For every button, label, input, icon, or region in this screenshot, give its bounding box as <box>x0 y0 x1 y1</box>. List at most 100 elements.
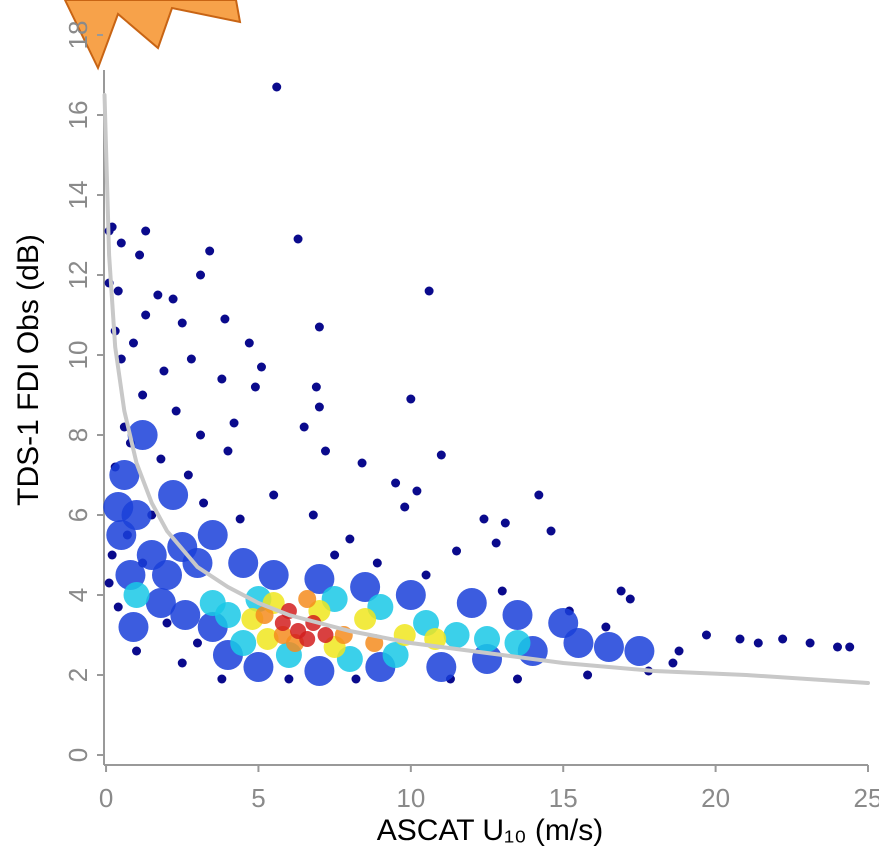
data-point <box>158 480 189 510</box>
data-point <box>304 656 335 686</box>
data-point <box>778 634 788 644</box>
data-point <box>474 626 501 652</box>
x-axis-label: ASCAT U₁₀ (m/s) <box>377 814 603 847</box>
fit-curve <box>102 93 870 685</box>
x-tick-label: 5 <box>251 783 265 813</box>
data-point <box>113 602 123 612</box>
data-point <box>833 642 843 652</box>
data-point <box>436 450 446 460</box>
y-tick-label: 10 <box>63 341 93 370</box>
data-point <box>500 518 510 528</box>
data-point <box>311 382 321 392</box>
data-point <box>230 630 257 656</box>
data-point <box>354 608 377 630</box>
x-tick-label: 15 <box>549 783 578 813</box>
data-point <box>735 634 745 644</box>
data-point <box>127 420 158 450</box>
data-point <box>153 290 163 300</box>
data-point <box>320 446 330 456</box>
data-point <box>350 572 381 602</box>
data-point <box>674 646 684 656</box>
data-point <box>168 294 178 304</box>
data-point <box>400 502 410 512</box>
data-point <box>141 310 151 320</box>
data-point <box>113 286 123 296</box>
data-point <box>753 638 763 648</box>
data-point <box>548 608 579 638</box>
data-point <box>497 586 507 596</box>
data-point <box>625 594 635 604</box>
data-point <box>583 670 593 680</box>
data-point <box>183 470 193 480</box>
y-tick-label: 16 <box>63 101 93 130</box>
data-point <box>593 632 624 662</box>
data-point <box>274 615 291 631</box>
data-point <box>256 362 266 372</box>
data-point <box>118 612 149 642</box>
data-point <box>177 658 187 668</box>
y-tick-label: 4 <box>63 588 93 602</box>
y-axis-label: TDS-1 FDI Obs (dB) <box>12 234 45 506</box>
data-point <box>162 618 172 628</box>
data-point <box>250 382 260 392</box>
data-point <box>357 458 367 468</box>
data-point <box>805 638 815 648</box>
data-point <box>128 338 138 348</box>
data-point <box>304 564 335 594</box>
data-point <box>406 394 416 404</box>
data-point <box>546 526 556 536</box>
data-point <box>228 548 259 578</box>
y-tick-label: 6 <box>63 508 93 522</box>
data-point <box>235 514 245 524</box>
data-point <box>272 82 282 92</box>
data-point <box>205 246 215 256</box>
data-point <box>186 354 196 364</box>
data-point <box>223 446 233 456</box>
data-point <box>159 366 169 376</box>
data-point <box>616 586 626 596</box>
data-point <box>491 538 501 548</box>
data-point <box>256 628 279 650</box>
data-point <box>177 318 187 328</box>
data-point <box>421 570 431 580</box>
data-point <box>424 286 434 296</box>
data-point <box>109 460 140 490</box>
data-point <box>372 558 382 568</box>
data-point <box>452 546 462 556</box>
data-point <box>196 430 206 440</box>
data-point <box>443 622 470 648</box>
data-point <box>255 606 274 624</box>
data-point <box>196 270 206 280</box>
data-point <box>534 490 544 500</box>
data-point <box>243 652 274 682</box>
x-tick-label: 0 <box>99 783 113 813</box>
data-point <box>258 560 289 590</box>
y-tick-label: 2 <box>63 668 93 682</box>
decorative-burst <box>63 0 242 71</box>
data-point <box>298 590 317 608</box>
data-point <box>502 600 533 630</box>
data-point <box>152 560 183 590</box>
data-point <box>351 674 361 684</box>
data-point <box>197 520 228 550</box>
data-point <box>456 588 487 618</box>
y-tick-label: 12 <box>63 261 93 290</box>
data-point <box>412 486 422 496</box>
data-point <box>284 674 294 684</box>
data-point <box>314 402 324 412</box>
data-point <box>123 582 150 608</box>
y-tick-label: 18 <box>63 21 93 50</box>
data-point <box>701 630 711 640</box>
data-point <box>217 674 227 684</box>
data-point <box>135 250 145 260</box>
data-point <box>293 234 303 244</box>
data-point <box>308 510 318 520</box>
data-point <box>317 627 334 643</box>
data-point <box>395 580 426 610</box>
data-point <box>192 638 202 648</box>
data-point <box>624 636 655 666</box>
data-point <box>156 454 166 464</box>
data-point <box>103 492 134 522</box>
y-tick-label: 14 <box>63 181 93 210</box>
